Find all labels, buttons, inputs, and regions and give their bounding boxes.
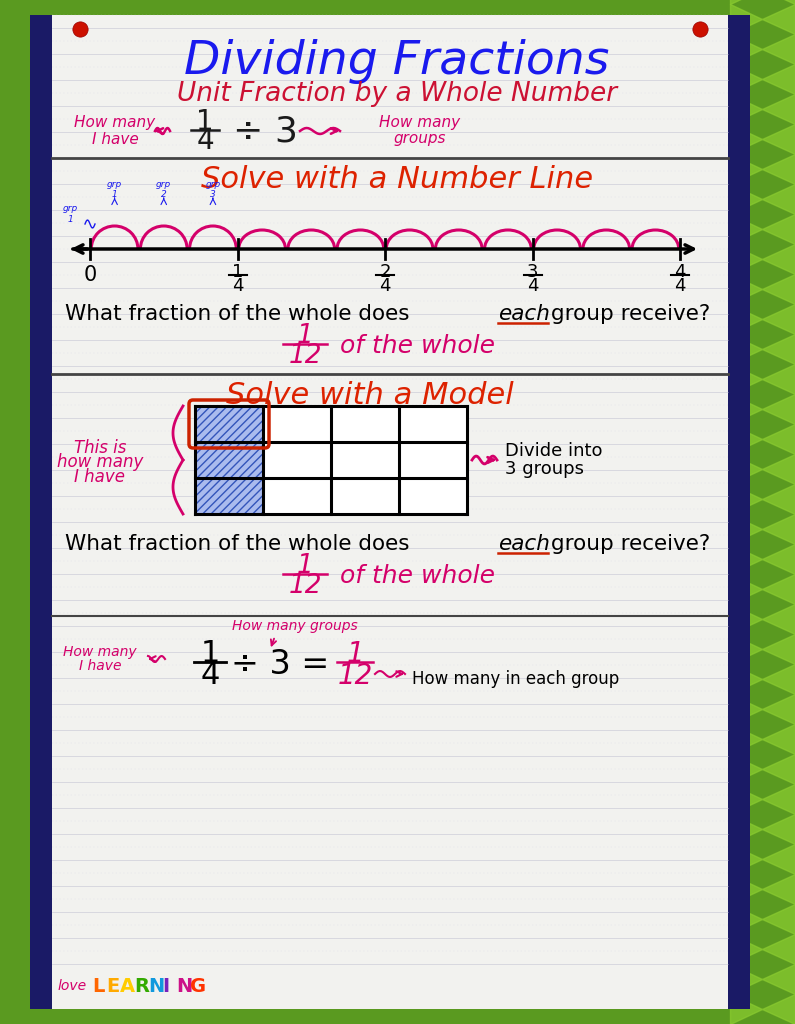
Text: group receive?: group receive? bbox=[551, 534, 710, 554]
Text: 0: 0 bbox=[83, 265, 97, 285]
Text: Solve with a Number Line: Solve with a Number Line bbox=[201, 165, 593, 194]
Text: ÷ 3: ÷ 3 bbox=[233, 114, 297, 148]
Text: A: A bbox=[120, 977, 135, 995]
Text: each: each bbox=[498, 534, 550, 554]
Text: 12: 12 bbox=[337, 662, 373, 690]
Text: 4: 4 bbox=[674, 263, 686, 281]
Text: 4: 4 bbox=[196, 127, 214, 155]
Text: E: E bbox=[106, 977, 119, 995]
Text: What fraction of the whole does: What fraction of the whole does bbox=[65, 534, 409, 554]
Text: How many: How many bbox=[75, 116, 156, 130]
Bar bbox=[195, 478, 263, 514]
Text: 4: 4 bbox=[200, 660, 219, 689]
Text: group receive?: group receive? bbox=[551, 304, 710, 324]
Bar bbox=[195, 406, 467, 514]
Text: How many groups: How many groups bbox=[232, 618, 358, 633]
Text: 1: 1 bbox=[196, 108, 214, 136]
Text: grp
1: grp 1 bbox=[62, 205, 78, 223]
Text: What fraction of the whole does: What fraction of the whole does bbox=[65, 304, 409, 324]
Text: I: I bbox=[162, 977, 169, 995]
Bar bbox=[728, 15, 750, 1009]
Text: grp
3: grp 3 bbox=[205, 179, 220, 199]
Text: 4: 4 bbox=[379, 278, 391, 295]
Text: 12: 12 bbox=[289, 343, 322, 369]
Text: of the whole: of the whole bbox=[340, 564, 495, 588]
Text: I have: I have bbox=[91, 131, 138, 146]
Text: 2: 2 bbox=[379, 263, 391, 281]
Text: L: L bbox=[92, 977, 104, 995]
Text: How many: How many bbox=[63, 645, 137, 659]
Bar bbox=[195, 406, 263, 442]
Text: 4: 4 bbox=[232, 278, 243, 295]
Text: of the whole: of the whole bbox=[340, 334, 495, 358]
Text: each: each bbox=[498, 304, 550, 324]
Text: 4: 4 bbox=[674, 278, 686, 295]
Text: 1: 1 bbox=[346, 640, 364, 668]
Bar bbox=[30, 15, 52, 1009]
Text: N: N bbox=[176, 977, 192, 995]
Text: grp
2: grp 2 bbox=[156, 179, 172, 199]
Text: 12: 12 bbox=[289, 573, 322, 599]
Text: Solve with a Model: Solve with a Model bbox=[226, 382, 514, 411]
Text: how many: how many bbox=[56, 453, 143, 471]
Text: N: N bbox=[148, 977, 165, 995]
Text: Unit Fraction by a Whole Number: Unit Fraction by a Whole Number bbox=[177, 81, 617, 106]
Text: 1: 1 bbox=[297, 553, 313, 579]
Text: grp
1: grp 1 bbox=[107, 179, 122, 199]
Text: I have: I have bbox=[79, 659, 122, 673]
Text: G: G bbox=[190, 977, 206, 995]
Text: 4: 4 bbox=[527, 278, 538, 295]
Text: How many in each group: How many in each group bbox=[412, 670, 619, 688]
Text: 1: 1 bbox=[297, 323, 313, 349]
Text: How many: How many bbox=[379, 116, 460, 130]
Text: 1: 1 bbox=[200, 640, 219, 669]
Text: 3 groups: 3 groups bbox=[505, 460, 584, 478]
Text: I have: I have bbox=[75, 468, 126, 486]
Text: 1: 1 bbox=[232, 263, 243, 281]
Text: ÷ 3 =: ÷ 3 = bbox=[231, 647, 329, 681]
Text: Divide into: Divide into bbox=[505, 442, 603, 460]
Text: R: R bbox=[134, 977, 149, 995]
Text: groups: groups bbox=[394, 131, 446, 146]
Text: This is: This is bbox=[74, 439, 126, 457]
Text: love: love bbox=[58, 979, 87, 993]
Text: Dividing Fractions: Dividing Fractions bbox=[184, 39, 610, 84]
Text: 3: 3 bbox=[527, 263, 538, 281]
Bar bbox=[195, 442, 263, 478]
